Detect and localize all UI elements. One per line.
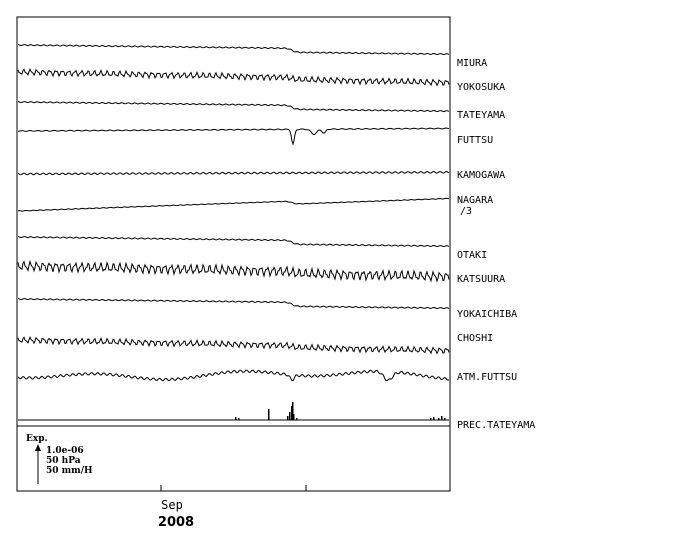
series-label-yokosuka: YOKOSUKA <box>457 82 505 93</box>
trace-katsuura <box>17 259 450 283</box>
scale-legend-title: Exp. <box>26 434 48 444</box>
series-label-choshi: CHOSHI <box>457 333 493 344</box>
prec-bar <box>444 418 446 420</box>
series-sublabel-nagara: /3 <box>460 206 472 217</box>
trace-miura <box>17 44 450 56</box>
trace-kamogawa <box>17 170 450 176</box>
series-label-atm-futtsu: ATM.FUTTSU <box>457 372 517 383</box>
series-label-miura: MIURA <box>457 58 487 69</box>
series-label-futtsu: FUTTSU <box>457 135 493 146</box>
x-year-label: 2008 <box>158 515 194 530</box>
prec-bar <box>441 416 443 420</box>
prec-bar <box>291 406 293 420</box>
series-label-kamogawa: KAMOGAWA <box>457 170 505 181</box>
prec-bar <box>433 417 435 420</box>
series-label-prec-tateyama: PREC.TATEYAMA <box>457 420 535 431</box>
prec-bar <box>292 402 294 420</box>
series-labels: MIURA YOKOSUKA TATEYAMA FUTTSU KAMOGAWA NAGAR… <box>457 58 535 431</box>
series-traces <box>17 44 450 421</box>
trace-yokosuka <box>17 68 450 87</box>
prec-bar <box>438 418 440 420</box>
prec-bar <box>287 416 289 420</box>
prec-bar <box>293 414 295 420</box>
trace-otaki <box>17 236 450 248</box>
plot-frame <box>16 16 451 492</box>
scale-arrow-head <box>35 444 41 451</box>
series-label-katsuura: KATSUURA <box>457 274 505 285</box>
scale-line-3: 50 mm/H <box>46 466 93 476</box>
prec-bar <box>235 417 237 420</box>
trace-atm-futtsu <box>17 369 450 382</box>
x-axis: Sep 2008 <box>158 485 307 530</box>
series-label-otaki: OTAKI <box>457 250 487 261</box>
series-label-nagara: NAGARA <box>457 195 493 206</box>
scale-legend: Exp. 1.0e-06 50 hPa 50 mm/H <box>26 434 93 484</box>
prec-bar <box>296 418 298 420</box>
trace-futtsu <box>17 127 450 146</box>
scale-line-1: 1.0e-06 <box>46 446 84 456</box>
prec-bar <box>268 409 270 420</box>
trace-tateyama <box>17 101 450 113</box>
trace-choshi <box>17 336 450 355</box>
prec-bar <box>238 418 240 420</box>
x-tick-label-sep: Sep <box>161 498 183 512</box>
trace-yokaichiba <box>17 298 450 310</box>
series-label-tateyama: TATEYAMA <box>457 110 505 121</box>
trace-nagara <box>17 197 450 212</box>
prec-bar <box>289 412 291 420</box>
scale-line-2: 50 hPa <box>46 456 81 466</box>
series-label-yokaichiba: YOKAICHIBA <box>457 309 517 320</box>
prec-bar <box>430 418 432 420</box>
